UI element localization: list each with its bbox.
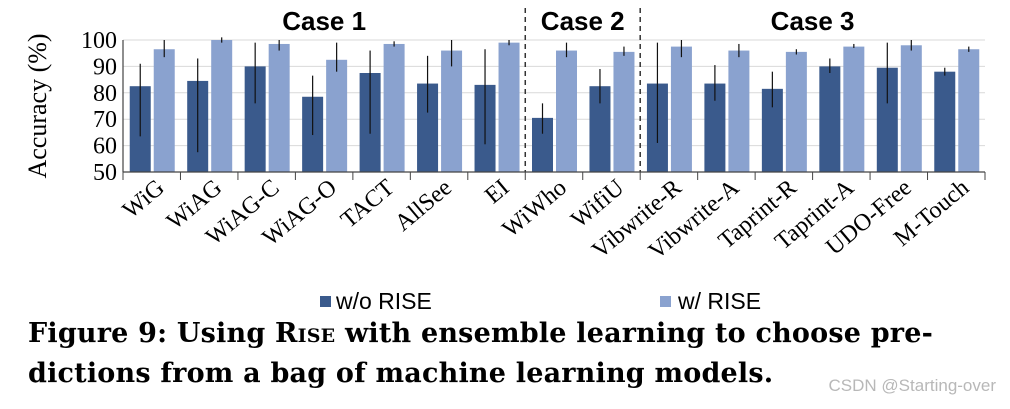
y-tick-label: 70 xyxy=(93,107,117,133)
y-tick-label: 50 xyxy=(93,160,117,186)
bar-with-rise xyxy=(843,46,865,172)
bar-without-rise xyxy=(417,83,439,172)
y-tick-label: 90 xyxy=(93,54,117,80)
x-tick-label: WiG xyxy=(118,175,170,224)
axes xyxy=(122,40,985,173)
bar-without-rise xyxy=(244,66,266,172)
x-tick-label: TACT xyxy=(336,174,400,233)
legend-label-without-rise: w/o RISE xyxy=(335,288,432,314)
bar-without-rise xyxy=(876,67,898,172)
bar-without-rise xyxy=(532,117,553,172)
bar-without-rise xyxy=(589,86,611,172)
legend-label-with-rise: w/ RISE xyxy=(677,288,761,314)
case-separators xyxy=(524,8,641,172)
caption-rest: with ensemble learning to choose pre-dic… xyxy=(28,318,934,389)
y-axis-title: Accuracy (%) xyxy=(23,33,52,178)
bar-without-rise xyxy=(704,83,726,172)
bar-with-rise xyxy=(268,43,290,173)
bars xyxy=(129,40,980,173)
bar-without-rise xyxy=(761,88,783,172)
bar-with-rise xyxy=(785,51,807,172)
bar-with-rise xyxy=(900,45,922,172)
caption-prefix: Figure 9: Using xyxy=(28,318,276,349)
legend-swatch-without-rise xyxy=(320,296,331,307)
x-tick-label: WiWho xyxy=(498,175,572,243)
watermark: CSDN @Starting-over xyxy=(828,376,996,395)
bar-with-rise xyxy=(326,59,348,172)
x-tick-label: EI xyxy=(480,175,514,209)
case-labels: Case 1 Case 2 Case 3 xyxy=(282,6,854,36)
y-tick-label: 60 xyxy=(93,134,117,160)
bar-with-rise xyxy=(498,42,520,172)
bar-with-rise xyxy=(383,43,405,173)
case-label: Case 3 xyxy=(771,6,855,36)
bar-without-rise xyxy=(934,71,956,172)
bar-with-rise xyxy=(556,50,577,173)
bar-with-rise xyxy=(613,51,635,172)
error-bars xyxy=(139,37,970,153)
bar-with-rise xyxy=(153,49,175,172)
legend: w/o RISE w/ RISE xyxy=(320,288,761,314)
y-tick-label: 100 xyxy=(81,28,117,54)
bar-with-rise xyxy=(670,46,692,172)
bar-without-rise xyxy=(819,66,841,172)
bar-with-rise xyxy=(958,49,980,172)
case-label: Case 2 xyxy=(541,6,625,36)
case-label: Case 1 xyxy=(282,6,366,36)
caption-system-name: Rise xyxy=(275,318,336,349)
bar-with-rise xyxy=(441,50,463,173)
bar-with-rise xyxy=(728,50,750,173)
y-tick-label: 80 xyxy=(93,81,117,107)
x-tick-label: AllSee xyxy=(390,175,457,237)
bar-with-rise xyxy=(211,40,233,172)
figure-caption: Figure 9: Using Rise with ensemble learn… xyxy=(28,314,998,394)
gridlines xyxy=(122,39,986,180)
legend-swatch-with-rise xyxy=(660,296,671,307)
